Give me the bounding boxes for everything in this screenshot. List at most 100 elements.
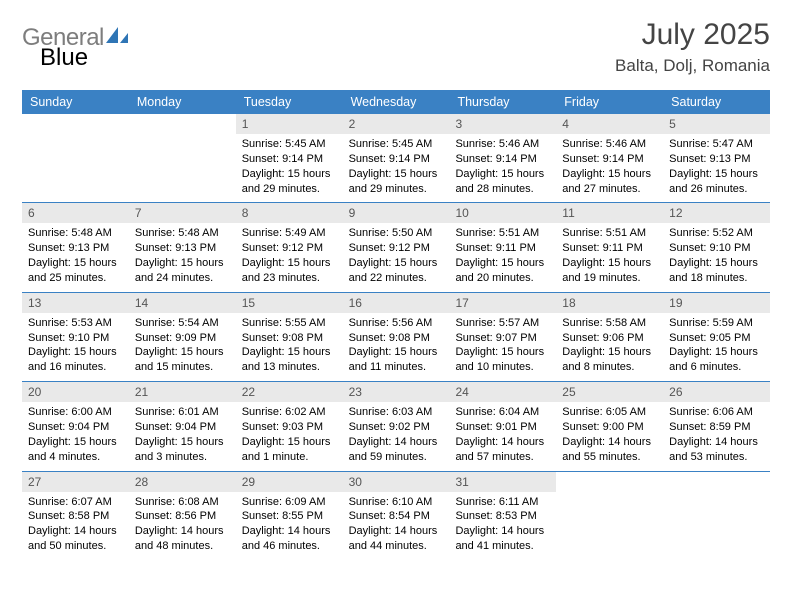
logo-word2: Blue [40,44,88,71]
sunset-text: Sunset: 8:55 PM [242,509,337,524]
logo-word2-wrap: Blue [40,44,88,72]
sunset-text: Sunset: 9:00 PM [562,420,657,435]
daylight-text: Daylight: 15 hours and 24 minutes. [135,256,230,286]
day-number: 14 [129,293,236,313]
sunset-text: Sunset: 9:10 PM [669,241,764,256]
day-number: 30 [343,472,450,492]
day-cell: 11Sunrise: 5:51 AMSunset: 9:11 PMDayligh… [556,203,663,291]
day-cell: 2Sunrise: 5:45 AMSunset: 9:14 PMDaylight… [343,114,450,202]
day-body: Sunrise: 5:46 AMSunset: 9:14 PMDaylight:… [449,134,556,202]
logo-sail-icon [106,29,130,48]
sunrise-text: Sunrise: 6:07 AM [28,495,123,510]
weekday-header: Monday [129,90,236,114]
day-number: 12 [663,203,770,223]
day-body: Sunrise: 6:01 AMSunset: 9:04 PMDaylight:… [129,402,236,470]
daylight-text: Daylight: 14 hours and 53 minutes. [669,435,764,465]
daylight-text: Daylight: 15 hours and 3 minutes. [135,435,230,465]
day-body: Sunrise: 5:45 AMSunset: 9:14 PMDaylight:… [236,134,343,202]
sunset-text: Sunset: 9:04 PM [135,420,230,435]
weekday-header: Thursday [449,90,556,114]
day-number: 31 [449,472,556,492]
day-body: Sunrise: 5:49 AMSunset: 9:12 PMDaylight:… [236,223,343,291]
daylight-text: Daylight: 15 hours and 4 minutes. [28,435,123,465]
day-number: 2 [343,114,450,134]
sunrise-text: Sunrise: 5:49 AM [242,226,337,241]
day-number: 4 [556,114,663,134]
sunrise-text: Sunrise: 5:48 AM [28,226,123,241]
day-cell: 26Sunrise: 6:06 AMSunset: 8:59 PMDayligh… [663,382,770,470]
day-body: Sunrise: 5:51 AMSunset: 9:11 PMDaylight:… [449,223,556,291]
day-body: Sunrise: 5:59 AMSunset: 9:05 PMDaylight:… [663,313,770,381]
day-cell: 20Sunrise: 6:00 AMSunset: 9:04 PMDayligh… [22,382,129,470]
sunrise-text: Sunrise: 5:48 AM [135,226,230,241]
day-number: 16 [343,293,450,313]
day-body: Sunrise: 5:51 AMSunset: 9:11 PMDaylight:… [556,223,663,291]
daylight-text: Daylight: 15 hours and 1 minute. [242,435,337,465]
day-cell: 24Sunrise: 6:04 AMSunset: 9:01 PMDayligh… [449,382,556,470]
day-body: Sunrise: 6:03 AMSunset: 9:02 PMDaylight:… [343,402,450,470]
day-cell: 22Sunrise: 6:02 AMSunset: 9:03 PMDayligh… [236,382,343,470]
day-body: Sunrise: 6:08 AMSunset: 8:56 PMDaylight:… [129,492,236,560]
sunrise-text: Sunrise: 5:45 AM [349,137,444,152]
sunset-text: Sunset: 8:58 PM [28,509,123,524]
daylight-text: Daylight: 15 hours and 29 minutes. [349,167,444,197]
sunset-text: Sunset: 9:13 PM [669,152,764,167]
weekday-header: Tuesday [236,90,343,114]
daylight-text: Daylight: 15 hours and 18 minutes. [669,256,764,286]
daylight-text: Daylight: 15 hours and 6 minutes. [669,345,764,375]
sunset-text: Sunset: 9:10 PM [28,331,123,346]
day-cell: 30Sunrise: 6:10 AMSunset: 8:54 PMDayligh… [343,472,450,560]
daylight-text: Daylight: 15 hours and 20 minutes. [455,256,550,286]
day-body: Sunrise: 5:47 AMSunset: 9:13 PMDaylight:… [663,134,770,202]
sunset-text: Sunset: 8:54 PM [349,509,444,524]
sunset-text: Sunset: 9:04 PM [28,420,123,435]
sunrise-text: Sunrise: 6:11 AM [455,495,550,510]
daylight-text: Daylight: 15 hours and 11 minutes. [349,345,444,375]
weekday-header: Sunday [22,90,129,114]
day-cell: 19Sunrise: 5:59 AMSunset: 9:05 PMDayligh… [663,293,770,381]
day-cell: 16Sunrise: 5:56 AMSunset: 9:08 PMDayligh… [343,293,450,381]
location-label: Balta, Dolj, Romania [615,56,770,76]
daylight-text: Daylight: 14 hours and 41 minutes. [455,524,550,554]
day-body: Sunrise: 5:57 AMSunset: 9:07 PMDaylight:… [449,313,556,381]
day-cell: 4Sunrise: 5:46 AMSunset: 9:14 PMDaylight… [556,114,663,202]
day-cell: 9Sunrise: 5:50 AMSunset: 9:12 PMDaylight… [343,203,450,291]
day-cell: 28Sunrise: 6:08 AMSunset: 8:56 PMDayligh… [129,472,236,560]
day-body: Sunrise: 6:07 AMSunset: 8:58 PMDaylight:… [22,492,129,560]
day-cell [129,114,236,202]
day-body: Sunrise: 6:00 AMSunset: 9:04 PMDaylight:… [22,402,129,470]
weekday-header: Friday [556,90,663,114]
sunrise-text: Sunrise: 5:58 AM [562,316,657,331]
day-cell: 5Sunrise: 5:47 AMSunset: 9:13 PMDaylight… [663,114,770,202]
sunrise-text: Sunrise: 5:56 AM [349,316,444,331]
sunset-text: Sunset: 9:12 PM [349,241,444,256]
sunrise-text: Sunrise: 5:55 AM [242,316,337,331]
day-number: 15 [236,293,343,313]
daylight-text: Daylight: 15 hours and 25 minutes. [28,256,123,286]
daylight-text: Daylight: 14 hours and 44 minutes. [349,524,444,554]
day-body: Sunrise: 5:58 AMSunset: 9:06 PMDaylight:… [556,313,663,381]
sunrise-text: Sunrise: 6:10 AM [349,495,444,510]
sunrise-text: Sunrise: 5:59 AM [669,316,764,331]
sunrise-text: Sunrise: 5:51 AM [562,226,657,241]
sunrise-text: Sunrise: 6:03 AM [349,405,444,420]
week-row: 1Sunrise: 5:45 AMSunset: 9:14 PMDaylight… [22,114,770,202]
sunset-text: Sunset: 9:14 PM [455,152,550,167]
sunrise-text: Sunrise: 6:04 AM [455,405,550,420]
day-body: Sunrise: 6:06 AMSunset: 8:59 PMDaylight:… [663,402,770,470]
sunrise-text: Sunrise: 6:00 AM [28,405,123,420]
day-cell [556,472,663,560]
day-number: 20 [22,382,129,402]
day-body: Sunrise: 6:10 AMSunset: 8:54 PMDaylight:… [343,492,450,560]
day-number: 13 [22,293,129,313]
day-number: 28 [129,472,236,492]
daylight-text: Daylight: 15 hours and 16 minutes. [28,345,123,375]
sunset-text: Sunset: 8:59 PM [669,420,764,435]
sunrise-text: Sunrise: 5:51 AM [455,226,550,241]
daylight-text: Daylight: 15 hours and 26 minutes. [669,167,764,197]
sunrise-text: Sunrise: 5:54 AM [135,316,230,331]
sunset-text: Sunset: 9:06 PM [562,331,657,346]
daylight-text: Daylight: 15 hours and 22 minutes. [349,256,444,286]
day-body: Sunrise: 5:52 AMSunset: 9:10 PMDaylight:… [663,223,770,291]
day-cell [22,114,129,202]
